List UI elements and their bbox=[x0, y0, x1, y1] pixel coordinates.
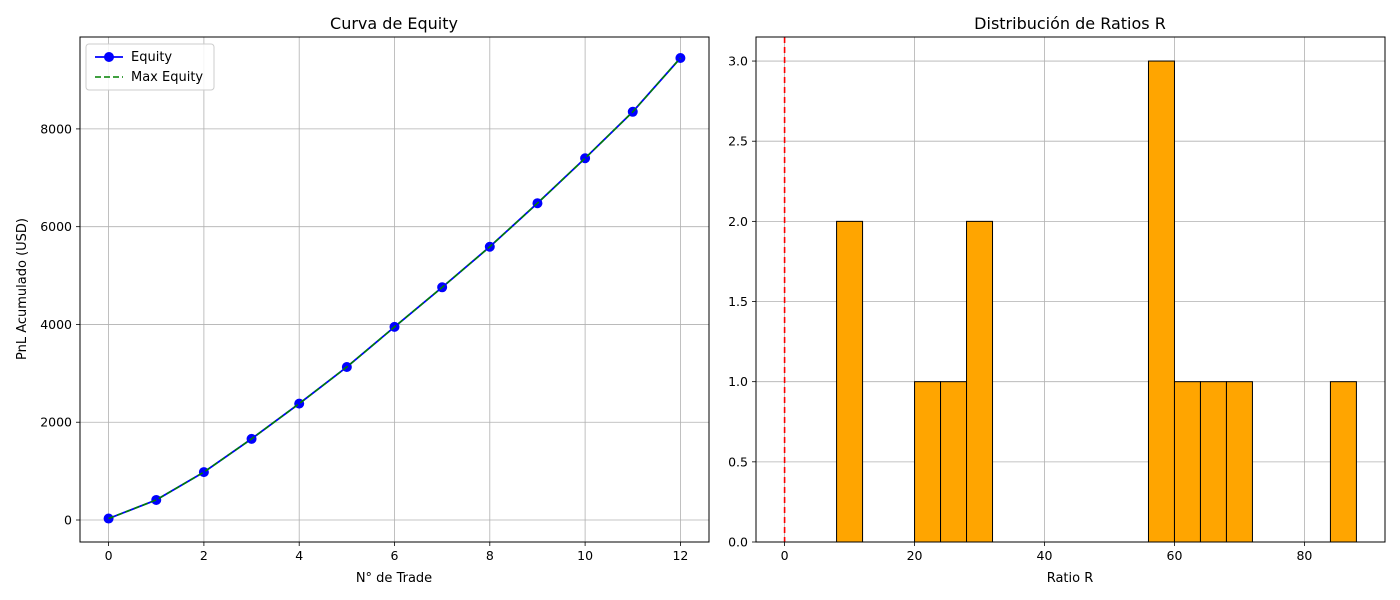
equity-x-tick-label: 8 bbox=[486, 548, 494, 563]
equity-x-tick-label: 6 bbox=[391, 548, 399, 563]
histogram-bar bbox=[1173, 381, 1201, 543]
equity-y-tick-label: 4000 bbox=[40, 317, 72, 332]
histogram-bar bbox=[914, 381, 942, 543]
histogram-bars bbox=[836, 60, 1357, 543]
histogram-y-tick-label: 2.5 bbox=[728, 134, 748, 149]
histogram-bar bbox=[966, 220, 994, 543]
max-equity-series-line bbox=[108, 57, 682, 520]
histogram-bar bbox=[1199, 381, 1227, 543]
legend-max-equity-label: Max Equity bbox=[131, 70, 203, 85]
equity-x-tick-label: 0 bbox=[105, 548, 113, 563]
histogram-x-tick-label: 60 bbox=[1167, 548, 1183, 563]
equity-plot-area bbox=[103, 53, 686, 524]
equity-chart-title: Curva de Equity bbox=[330, 14, 458, 33]
histogram-bar bbox=[940, 381, 968, 543]
histogram-bar bbox=[836, 220, 864, 543]
histogram-y-tick-label: 2.0 bbox=[728, 214, 748, 229]
histogram-x-tick-label: 0 bbox=[781, 548, 789, 563]
histogram-y-tick-label: 0.0 bbox=[728, 535, 748, 550]
ratio-histogram: Distribución de Ratios R 0 20 40 60 80 0.00.… bbox=[728, 14, 1386, 586]
histogram-x-ticks: 0 20 40 60 80 bbox=[781, 542, 1312, 563]
histogram-x-tick-label: 40 bbox=[1037, 548, 1053, 563]
histogram-axes-frame bbox=[755, 36, 1386, 543]
equity-y-ticks: 0 2000 4000 6000 8000 bbox=[40, 121, 80, 528]
histogram-y-tick-label: 0.5 bbox=[728, 454, 748, 469]
equity-y-tick-label: 0 bbox=[64, 513, 72, 528]
equity-y-tick-label: 6000 bbox=[40, 219, 72, 234]
equity-x-tick-label: 2 bbox=[200, 548, 208, 563]
equity-x-ticks: 0 2 4 6 8 10 12 bbox=[105, 542, 688, 563]
histogram-title: Distribución de Ratios R bbox=[974, 14, 1166, 33]
equity-legend: Equity Max Equity bbox=[85, 43, 215, 91]
histogram-x-tick-label: 80 bbox=[1296, 548, 1312, 563]
equity-x-tick-label: 10 bbox=[577, 548, 593, 563]
equity-y-axis-label: PnL Acumulado (USD) bbox=[15, 218, 30, 360]
equity-x-axis-label: N° de Trade bbox=[356, 571, 432, 586]
histogram-bar bbox=[1329, 381, 1357, 543]
legend-equity-marker-swatch bbox=[104, 52, 114, 62]
equity-chart: Curva de Equity 0 2 4 6 8 10 12 0 2000 4000 6000 8… bbox=[15, 14, 710, 586]
equity-y-tick-label: 2000 bbox=[40, 415, 72, 430]
histogram-y-tick-label: 1.0 bbox=[728, 374, 748, 389]
histogram-y-tick-label: 3.0 bbox=[728, 54, 748, 69]
equity-grid bbox=[80, 37, 709, 542]
histogram-x-tick-label: 20 bbox=[907, 548, 923, 563]
histogram-bar bbox=[1147, 60, 1175, 543]
equity-legend-box bbox=[85, 43, 215, 91]
histogram-y-ticks: 0.0 0.5 1.0 1.5 2.0 2.5 3.0 bbox=[728, 54, 756, 550]
histogram-x-axis-label: Ratio R bbox=[1047, 571, 1094, 586]
equity-point bbox=[151, 494, 162, 505]
equity-y-tick-label: 8000 bbox=[40, 121, 72, 136]
histogram-bar bbox=[1225, 381, 1253, 543]
legend-equity-label: Equity bbox=[131, 50, 172, 65]
histogram-y-tick-label: 1.5 bbox=[728, 294, 748, 309]
equity-x-tick-label: 4 bbox=[295, 548, 303, 563]
equity-x-tick-label: 12 bbox=[672, 548, 688, 563]
